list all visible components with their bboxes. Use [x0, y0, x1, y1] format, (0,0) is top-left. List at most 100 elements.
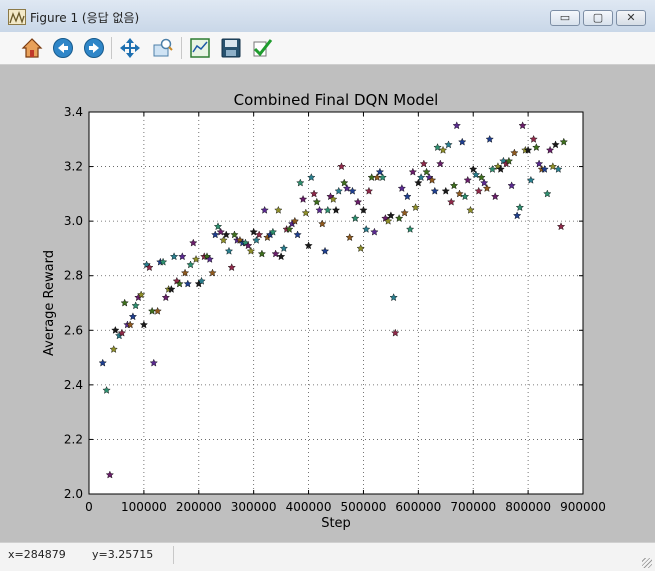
data-point — [441, 186, 450, 195]
status-separator — [173, 546, 174, 564]
subplots-icon[interactable] — [187, 35, 213, 61]
x-tick-label: 0 — [85, 500, 93, 514]
y-tick-label: 2.2 — [64, 432, 83, 446]
zoom-icon[interactable] — [150, 35, 176, 61]
edit-icon[interactable] — [249, 35, 275, 61]
y-axis-label: Average Reward — [42, 250, 57, 356]
data-point — [183, 279, 192, 288]
data-point — [515, 203, 524, 211]
minimize-button[interactable]: ▭ — [550, 10, 580, 26]
data-point — [205, 255, 214, 263]
data-point — [145, 263, 154, 272]
data-point — [485, 134, 494, 143]
data-point — [469, 164, 478, 173]
navigation-toolbar — [0, 32, 655, 65]
ticks: 0 100000 200000 300000 400000 500000 600000 700… — [64, 105, 606, 514]
toolbar-separator — [181, 37, 182, 59]
data-point — [351, 214, 360, 222]
data-point — [449, 181, 459, 190]
data-point — [277, 252, 286, 261]
data-point — [466, 205, 475, 214]
data-point — [296, 178, 305, 187]
title-bar[interactable]: Figure 1 (응답 없음) ▭ ▢ ✕ — [0, 0, 655, 33]
data-point — [329, 194, 338, 203]
forward-icon[interactable] — [81, 35, 107, 61]
back-icon[interactable] — [50, 35, 76, 61]
data-point — [169, 252, 179, 261]
data-point — [518, 121, 527, 130]
data-point — [131, 301, 140, 310]
minimize-icon: ▭ — [559, 11, 571, 24]
data-point — [455, 189, 464, 198]
data-point — [504, 156, 514, 165]
data-point — [474, 186, 483, 195]
data-point — [117, 328, 127, 337]
data-point — [386, 211, 395, 220]
x-tick-label: 300000 — [231, 500, 277, 514]
data-point — [244, 241, 253, 250]
data-point — [126, 320, 135, 329]
data-point — [540, 164, 549, 173]
data-point — [298, 194, 308, 203]
data-point — [271, 249, 280, 258]
close-button[interactable]: ✕ — [616, 10, 646, 26]
app-icon — [8, 9, 26, 25]
save-icon[interactable] — [218, 35, 244, 61]
data-point — [389, 293, 398, 302]
data-point — [257, 249, 267, 258]
data-point — [213, 222, 223, 231]
data-point — [301, 208, 310, 217]
data-point — [554, 164, 563, 173]
data-point — [444, 140, 453, 149]
x-axis-label: Step — [321, 516, 351, 531]
data-point — [230, 230, 239, 239]
data-point — [307, 173, 316, 181]
chart-title: Combined Final DQN Model — [234, 91, 439, 109]
data-point — [246, 246, 256, 255]
restore-button[interactable]: ▢ — [583, 10, 613, 26]
home-icon[interactable] — [19, 35, 45, 61]
data-point — [219, 235, 228, 244]
data-point — [178, 252, 187, 261]
y-tick-label: 2.8 — [64, 269, 83, 283]
data-point — [411, 203, 420, 211]
data-point — [197, 276, 206, 285]
data-point — [460, 192, 470, 201]
data-point — [109, 345, 118, 353]
data-point — [334, 186, 343, 195]
data-point — [559, 137, 568, 146]
chart[interactable]: 0 100000 200000 300000 400000 500000 600000 700… — [0, 65, 655, 542]
data-point — [191, 255, 201, 263]
data-point — [384, 216, 393, 225]
data-point — [274, 205, 283, 214]
data-point — [548, 162, 557, 171]
data-point — [356, 244, 365, 252]
data-point — [216, 227, 225, 236]
data-point — [543, 189, 552, 198]
data-point — [458, 137, 467, 146]
data-point — [337, 162, 346, 171]
data-point — [252, 235, 261, 244]
data-point — [422, 167, 431, 176]
figure-canvas[interactable]: 0 100000 200000 300000 400000 500000 600000 700… — [0, 65, 655, 542]
data-point — [208, 268, 217, 277]
y-tick-label: 2.6 — [64, 323, 83, 337]
data-point — [340, 178, 349, 187]
data-point — [463, 175, 472, 184]
data-point — [400, 208, 409, 217]
data-point — [323, 205, 332, 214]
data-point — [348, 186, 357, 195]
resize-grip-icon[interactable] — [642, 558, 652, 568]
data-point — [452, 121, 461, 130]
data-point — [105, 470, 114, 479]
pan-icon[interactable] — [117, 35, 143, 61]
y-tick-label: 3.2 — [64, 160, 83, 174]
data-point — [309, 189, 319, 198]
data-point — [491, 192, 500, 201]
data-point — [370, 227, 379, 236]
status-bar: x=284879 y=3.25715 — [0, 542, 655, 571]
data-point — [551, 140, 560, 149]
data-point — [529, 134, 538, 143]
data-point — [342, 184, 352, 192]
